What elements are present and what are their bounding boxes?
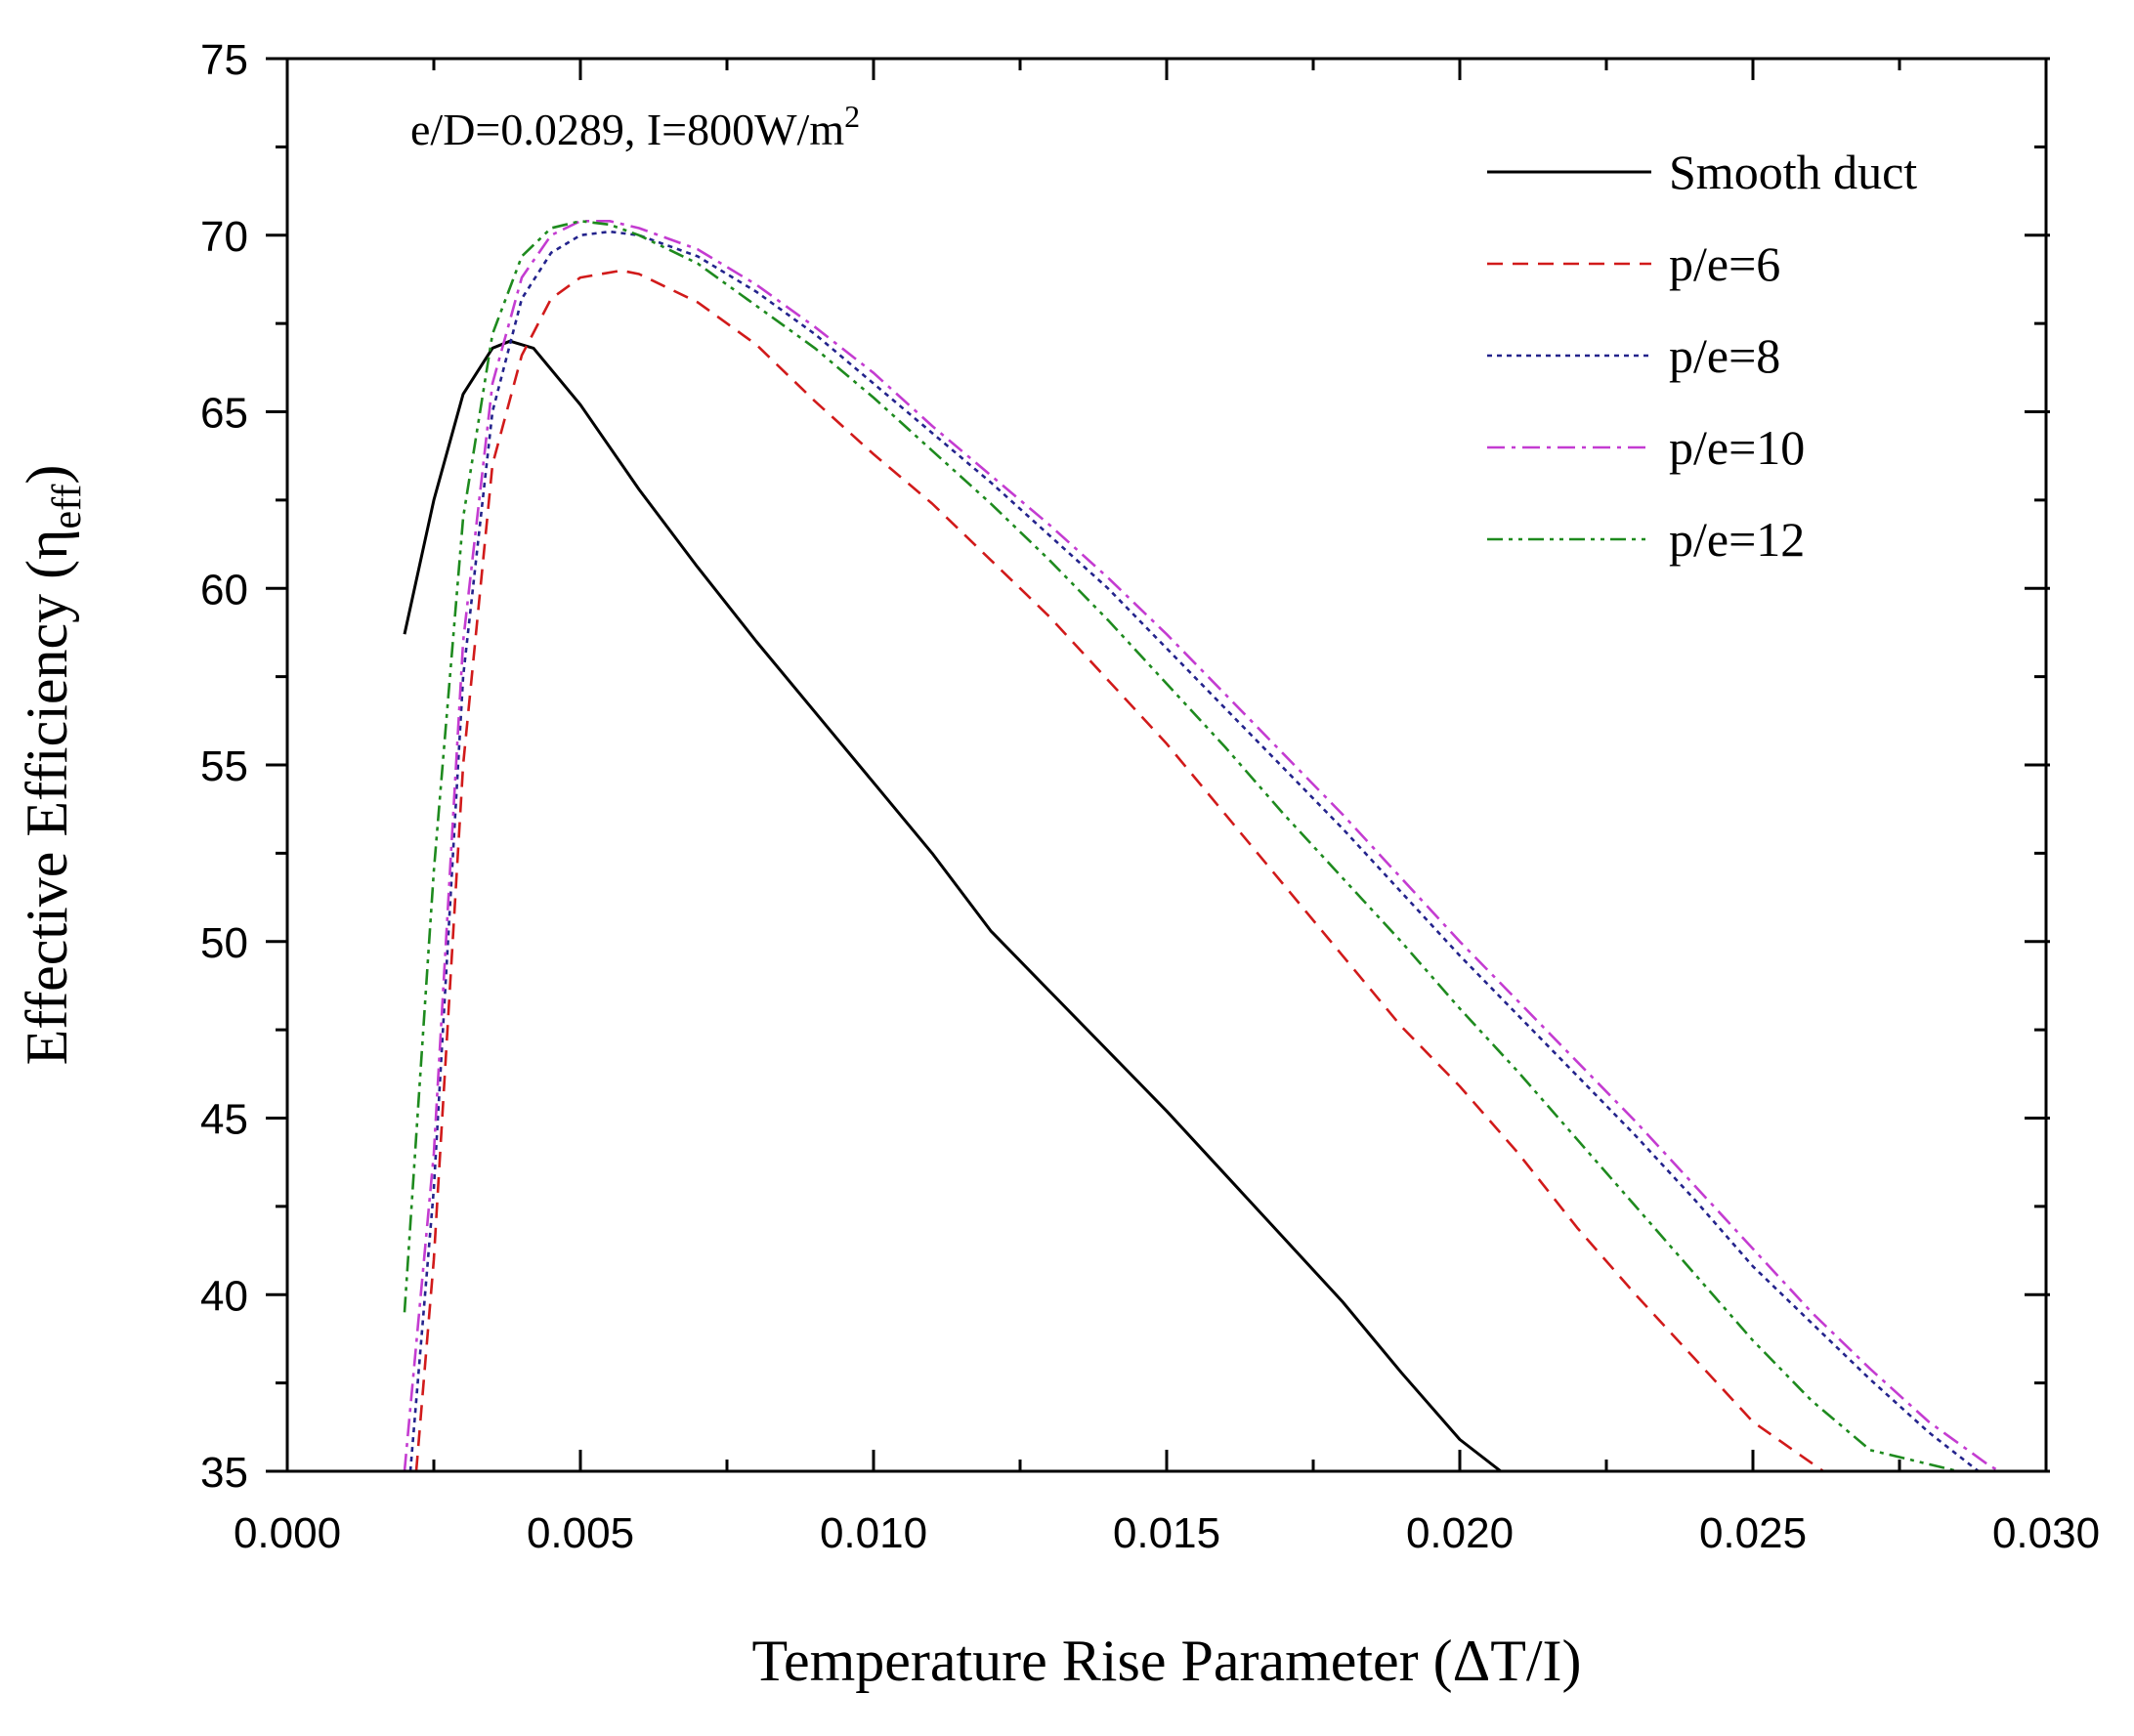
y-tick-label: 60	[200, 566, 248, 614]
legend-label: p/e=10	[1669, 420, 1805, 475]
legend-label: p/e=12	[1669, 512, 1805, 567]
legend-label: p/e=8	[1669, 328, 1780, 383]
y-tick-label: 40	[200, 1272, 248, 1320]
y-tick-labels: 35 40 45 50 55 60 65 70 75	[200, 36, 248, 1497]
x-tick-label: 0.015	[1113, 1509, 1220, 1557]
x-axis-title: Temperature Rise Parameter (ΔT/I)	[752, 1629, 1582, 1693]
series-line-p-e-6	[414, 269, 1824, 1471]
series-layer	[403, 220, 2002, 1471]
x-tick-label: 0.025	[1699, 1509, 1807, 1557]
y-axis-title: Effective Efficiency (ηeff)	[15, 465, 90, 1066]
x-tick-label: 0.000	[234, 1509, 341, 1557]
x-tick-label: 0.020	[1406, 1509, 1514, 1557]
x-tick-label: 0.010	[820, 1509, 927, 1557]
legend: Smooth duct p/e=6 p/e=8 p/e=10 p/e=12	[1487, 145, 1917, 567]
y-tick-label: 70	[200, 213, 248, 261]
series-line-p-e-12	[403, 220, 1959, 1471]
y-tick-label: 65	[200, 390, 248, 438]
x-tick-labels: 0.000 0.005 0.010 0.015 0.020 0.025 0.030	[234, 1509, 2100, 1557]
y-tick-label: 75	[200, 36, 248, 84]
x-tick-label: 0.005	[527, 1509, 634, 1557]
legend-label: p/e=6	[1669, 236, 1780, 291]
y-tick-label: 50	[200, 919, 248, 967]
series-line-p-e-8	[408, 230, 1981, 1471]
legend-label: Smooth duct	[1669, 145, 1917, 199]
axis-ticks	[266, 57, 2050, 1473]
annotation-text: e/D=0.0289, I=800W/m2	[410, 99, 860, 154]
y-tick-label: 35	[200, 1449, 248, 1497]
y-tick-label: 45	[200, 1096, 248, 1144]
x-tick-label: 0.030	[1992, 1509, 2100, 1557]
y-tick-label: 55	[200, 742, 248, 790]
plot-frame	[285, 57, 2048, 1473]
series-line-p-e-10	[403, 220, 2002, 1471]
series-line-smooth-duct	[403, 339, 1502, 1471]
